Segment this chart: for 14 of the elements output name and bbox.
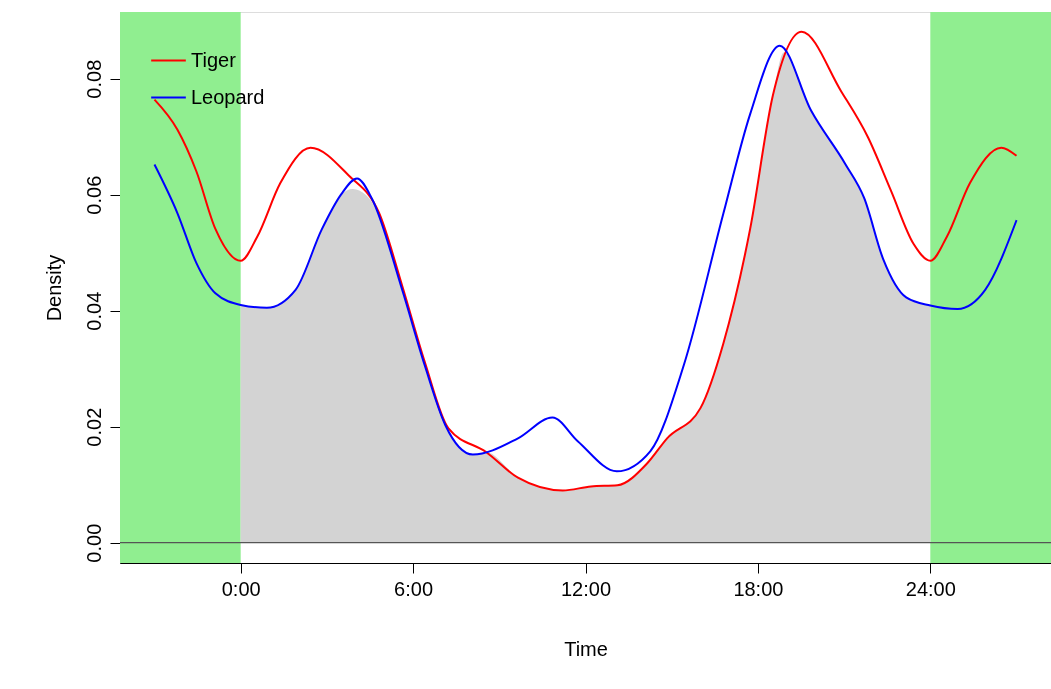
y-tick-label: 0.06 xyxy=(82,175,105,215)
y-tick-label: 0.00 xyxy=(82,523,105,563)
y-axis-title: Density xyxy=(42,254,65,322)
x-tick-label: 12:00 xyxy=(560,577,612,600)
x-tick-label: 24:00 xyxy=(905,577,956,600)
y-tick-label: 0.02 xyxy=(82,407,105,447)
x-tick-label: 6:00 xyxy=(394,577,434,600)
y-tick-label: 0.08 xyxy=(82,59,105,99)
x-tick-label: 0:00 xyxy=(221,577,261,600)
legend-label: Tiger xyxy=(191,48,237,71)
y-tick-label: 0.04 xyxy=(82,291,105,331)
x-axis-title: Time xyxy=(564,637,608,660)
legend-label: Leopard xyxy=(191,85,265,108)
x-tick-label: 18:00 xyxy=(733,577,784,600)
